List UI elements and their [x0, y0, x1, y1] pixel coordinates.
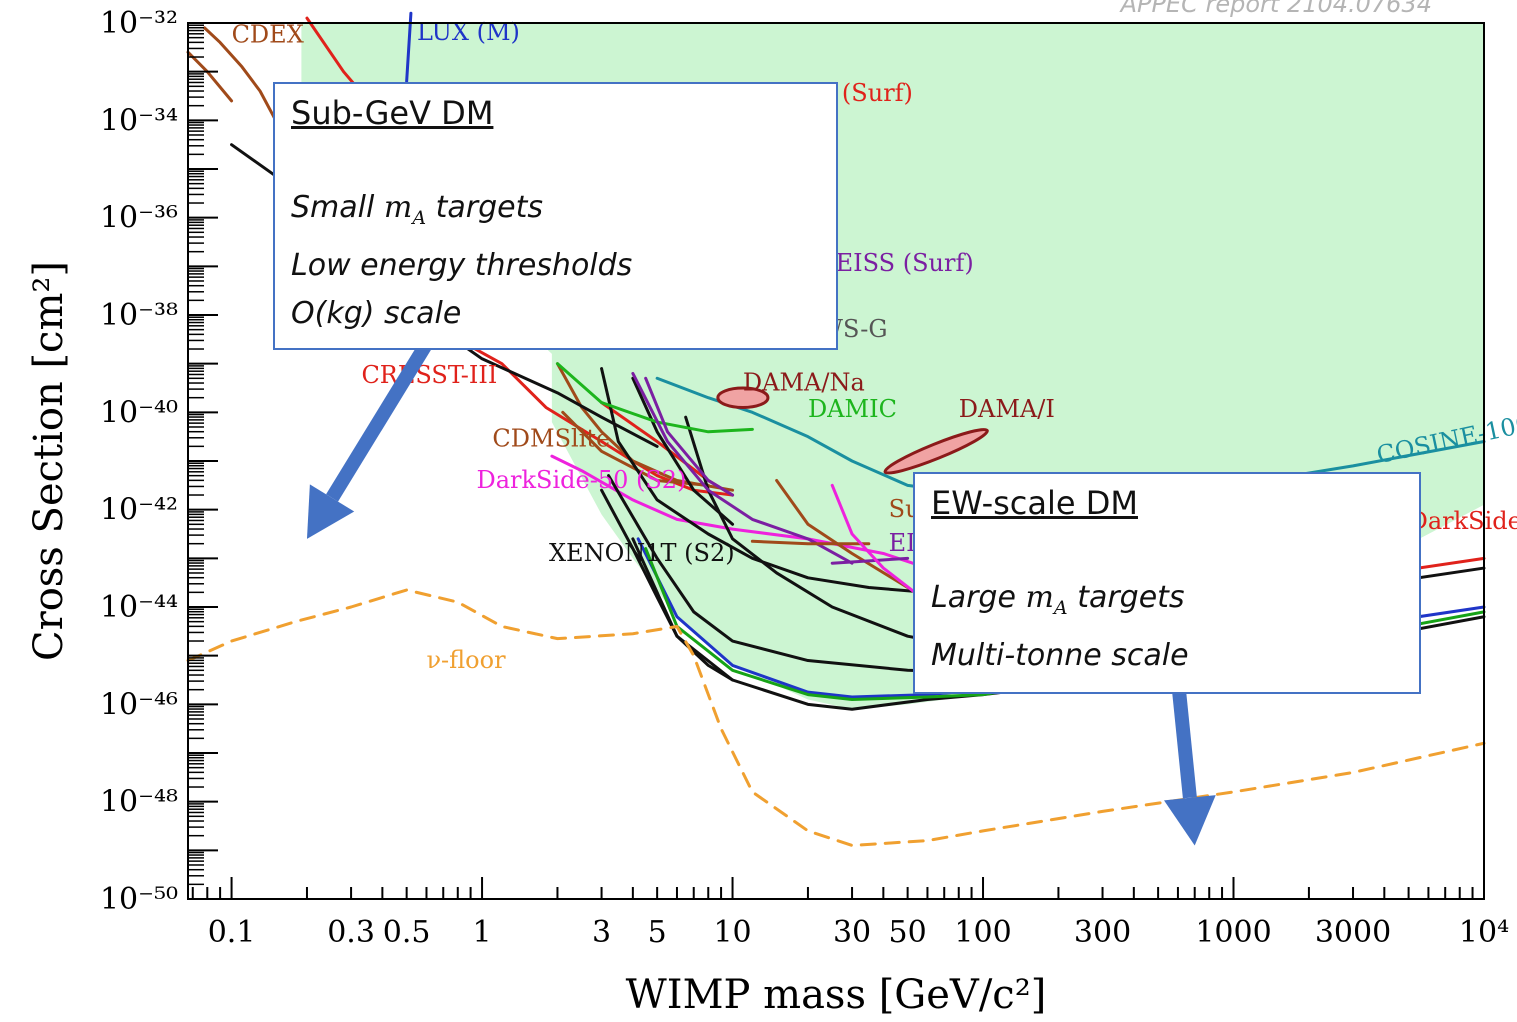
series-line-supercdms-25	[775, 478, 910, 590]
series-label-darkside-50: DarkSide-50	[1409, 507, 1517, 535]
arrow-shaft-1	[1170, 679, 1197, 799]
series-line-floor-30	[186, 588, 1486, 847]
y-tick-label: 10⁻⁵⁰	[100, 882, 178, 917]
series-line-damic-2-23	[644, 376, 735, 497]
x-tick-label: 3	[592, 915, 611, 950]
x-tick-label: 0.5	[383, 915, 431, 950]
y-axis-label: Cross Section [cm²]	[26, 261, 72, 661]
y-tick-label: 10⁻⁴⁰	[100, 395, 178, 430]
series-label-veiss-surf: VEISS (Surf)	[817, 249, 973, 277]
x-tick-label: 1000	[1195, 915, 1271, 950]
series-label-damic: DAMIC	[808, 395, 897, 423]
series-line-cdex-2	[203, 26, 278, 122]
series-line-black-3-14	[600, 367, 985, 594]
y-tick-label: 10⁻³²	[100, 6, 178, 41]
subgev-line3: O(kg) scale	[291, 296, 462, 331]
region-dama-i	[883, 428, 989, 475]
series-line-black-5-16	[631, 376, 735, 526]
series-label-xenon1t-s2: XENON1T (S2)	[549, 539, 735, 567]
x-tick-label: 5	[648, 915, 667, 950]
y-tick-label: 10⁻³⁸	[100, 298, 178, 333]
y-tick-label: 10⁻⁴⁸	[100, 785, 178, 820]
subgev-line1: Small mA targets	[291, 190, 543, 229]
y-tick-label: 10⁻³⁶	[100, 201, 178, 236]
series-label-darkside-50-s2: DarkSide-50 (S2)	[476, 466, 686, 494]
y-tick-label: 10⁻⁴⁶	[100, 687, 178, 722]
subgev-title: Sub-GeV DM	[291, 94, 494, 132]
x-tick-label: 10	[713, 915, 751, 950]
source-note: APPEC report 2104.07634	[1120, 0, 1432, 18]
ew-line1: Large mA targets	[931, 580, 1185, 619]
x-tick-label: 300	[1074, 915, 1131, 950]
region-dama-na	[716, 386, 770, 409]
series-label-cresst-iii: CRESST-III	[361, 361, 497, 389]
series-line-supercdms-2-26	[750, 539, 871, 546]
arrow-shaft-0	[326, 325, 442, 502]
ew-title: EW-scale DM	[931, 484, 1138, 522]
arrow-head-1	[1164, 795, 1216, 846]
series-line-lux-m-0	[405, 11, 413, 83]
x-tick-label: 0.1	[208, 915, 256, 950]
x-tick-label: 100	[954, 915, 1011, 950]
x-tick-label: 50	[889, 915, 927, 950]
region-label-dama-i: DAMA/I	[959, 395, 1055, 423]
series-line-edelweiss-27	[830, 556, 910, 565]
x-tick-label: 1	[473, 915, 492, 950]
y-tick-label: 10⁻⁴²	[100, 493, 178, 528]
series-label-cdex: CDEX	[232, 20, 304, 48]
x-tick-label: 3000	[1315, 915, 1391, 950]
region-label-dama-na: DAMA/Na	[743, 368, 865, 396]
series-line-darkside-50-s2-10	[550, 454, 946, 590]
x-tick-label: 30	[833, 915, 871, 950]
series-label-cdmslite: CDMSlite	[492, 424, 610, 452]
y-tick-label: 10⁻⁴⁴	[100, 590, 178, 625]
ew-annotation-box: EW-scale DM Large mA targets Multi-tonne…	[913, 472, 1421, 694]
y-tick-label: 10⁻³⁴	[100, 103, 178, 138]
series-line-xenon1t-3-12	[607, 474, 985, 675]
subgev-line2: Low energy thresholds	[291, 248, 633, 283]
series-label-floor: ν-floor	[426, 646, 506, 674]
ew-line2: Multi-tonne scale	[931, 638, 1189, 673]
subgev-annotation-box: Sub-GeV DM Small mA targets Low energy t…	[273, 82, 838, 350]
series-line-cdmslite-2-9	[561, 410, 710, 487]
x-tick-label: 10⁴	[1459, 915, 1509, 950]
x-tick-label: 0.3	[327, 915, 375, 950]
x-axis-label: WIMP mass [GeV/c²]	[626, 972, 1047, 1018]
arrow-head-0	[306, 484, 355, 539]
